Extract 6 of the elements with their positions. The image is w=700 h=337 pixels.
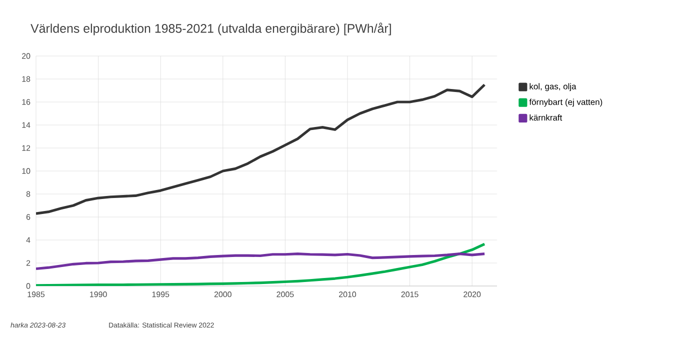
- legend-label: kol, gas, olja: [530, 83, 576, 92]
- line-series: [36, 242, 486, 286]
- chart-title: Världens elproduktion 1985-2021 (utvalda energibärare) [PWh/år]: [30, 22, 391, 36]
- line-series: [36, 252, 486, 270]
- legend-label: kärnkraft: [530, 114, 562, 121]
- legend-label: förnybart (ej vatten): [529, 98, 602, 107]
